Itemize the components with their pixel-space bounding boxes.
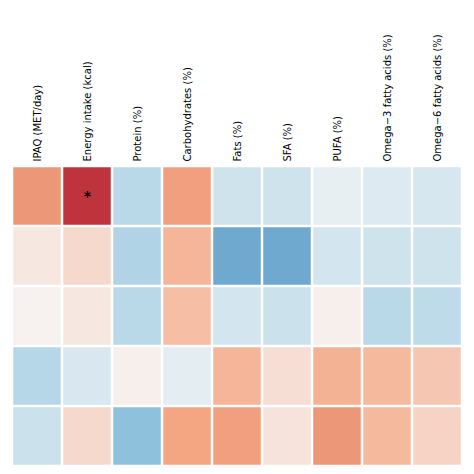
svg-text:Fats (%): Fats (%) [232,121,243,162]
svg-text:Omega−3 fatty acids (%): Omega−3 fatty acids (%) [382,34,393,161]
svg-text:Carbohydrates (%): Carbohydrates (%) [182,67,193,161]
svg-text:IPAQ (MET/day): IPAQ (MET/day) [32,85,43,162]
svg-text:Omega−6 fatty acids (%): Omega−6 fatty acids (%) [432,34,443,161]
svg-text:SFA (%): SFA (%) [282,123,293,162]
svg-text:Energy intake (kcal): Energy intake (kcal) [82,61,93,161]
svg-text:PUFA (%): PUFA (%) [332,116,343,162]
svg-text:Protein (%): Protein (%) [132,106,143,162]
svg-text:*: * [84,188,92,204]
